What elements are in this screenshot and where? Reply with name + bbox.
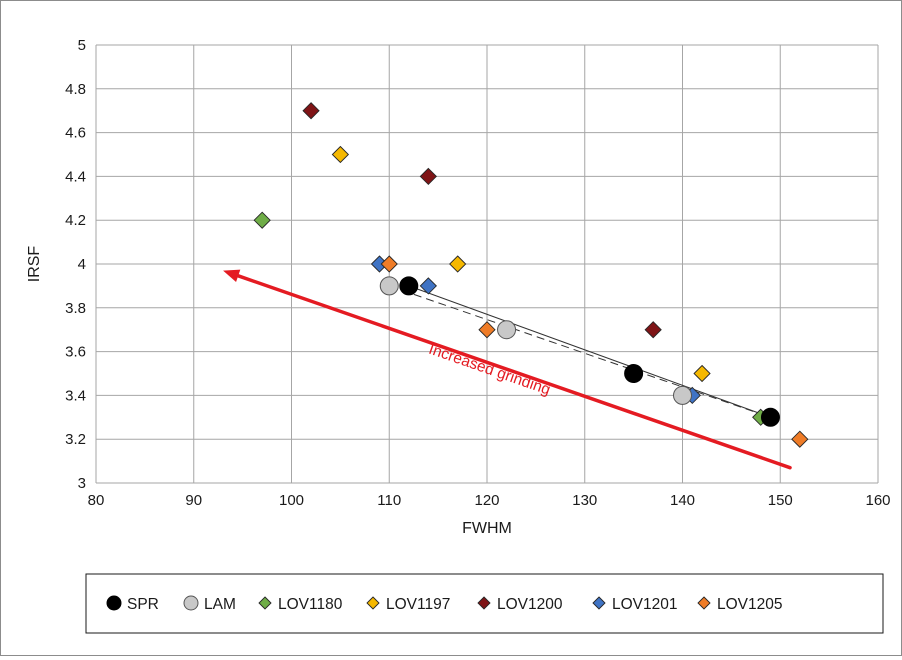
x-axis-title: FWHM	[462, 520, 512, 537]
legend-label: LOV1205	[717, 596, 783, 613]
tick-labels: 80 90 100 110 120 130 140 150 160 3 3.2 3.4 3.6 3.8 4 4…	[65, 37, 890, 509]
point-lov1197	[331, 145, 350, 164]
legend-marker	[183, 595, 199, 611]
legend-items: SPR LAM LOV1180 LOV1197 LOV1200 LOV1201 LOV120…	[106, 595, 783, 613]
legend-item-lov1180: LOV1180	[258, 596, 343, 613]
legend-item-lov1200: LOV1200	[477, 596, 563, 613]
trend-line-lam	[389, 285, 771, 418]
x-tick-label: 110	[377, 492, 401, 509]
point-lam	[673, 385, 692, 405]
y-tick-label: 4	[78, 256, 86, 273]
point-lov1200	[644, 321, 662, 339]
x-tick-label: 100	[279, 492, 304, 509]
y-axis-title: IRSF	[26, 246, 43, 283]
annotation-label: Increased grinding	[426, 341, 552, 399]
grid	[95, 44, 879, 484]
legend-marker	[258, 596, 272, 610]
annotation-arrow-head	[223, 269, 241, 282]
legend-label: LOV1200	[497, 596, 563, 613]
y-tick-label: 3.8	[65, 300, 86, 317]
legend-marker	[592, 596, 606, 610]
legend-label: LOV1201	[612, 596, 678, 613]
y-tick-label: 3.2	[65, 431, 86, 448]
point-lov1201	[419, 277, 437, 295]
point-lam	[379, 276, 399, 296]
point-spr	[624, 364, 644, 383]
legend-label: LOV1180	[278, 596, 343, 613]
point-spr	[760, 407, 780, 427]
legend-marker	[106, 595, 122, 611]
x-tick-label: 160	[865, 492, 890, 509]
point-lov1180	[253, 211, 271, 229]
legend-item-spr: SPR	[106, 595, 159, 613]
legend-label: LOV1197	[386, 596, 450, 613]
legend: SPR LAM LOV1180 LOV1197 LOV1200 LOV1201 LOV120…	[85, 573, 884, 634]
x-tick-label: 90	[185, 492, 202, 509]
legend-marker	[697, 596, 711, 610]
x-tick-label: 130	[572, 492, 597, 509]
y-tick-label: 3.6	[65, 344, 86, 361]
legend-item-lov1197: LOV1197	[366, 596, 450, 613]
x-tick-label: 80	[88, 492, 105, 509]
point-lov1197	[449, 255, 467, 273]
legend-item-lam: LAM	[183, 595, 236, 613]
y-tick-label: 4.4	[65, 168, 86, 185]
y-tick-label: 3	[78, 475, 86, 492]
trend-line-spr	[408, 285, 771, 418]
legend-marker	[366, 596, 380, 610]
y-tick-label: 4.8	[65, 81, 86, 98]
legend-label: SPR	[127, 596, 159, 613]
point-lam	[497, 320, 517, 340]
legend-label: LAM	[204, 596, 236, 613]
point-lov1200	[302, 102, 320, 120]
y-tick-label: 4.6	[65, 125, 86, 142]
trend-lines	[389, 285, 771, 418]
annotation-arrow-shaft	[236, 274, 792, 470]
point-lov1205	[380, 255, 398, 273]
x-tick-label: 120	[474, 492, 499, 509]
x-tick-label: 140	[670, 492, 695, 509]
point-spr	[399, 276, 419, 296]
y-tick-label: 5	[78, 37, 86, 54]
point-lov1205	[791, 430, 809, 448]
x-tick-label: 150	[768, 492, 793, 509]
point-lov1197	[693, 364, 711, 383]
legend-item-lov1201: LOV1201	[592, 596, 678, 613]
legend-item-lov1205: LOV1205	[697, 596, 783, 613]
legend-marker	[477, 596, 491, 610]
data-points	[253, 102, 809, 448]
point-lov1205	[478, 321, 496, 339]
y-tick-label: 4.2	[65, 212, 86, 229]
point-lov1200	[419, 167, 437, 186]
y-tick-label: 3.4	[65, 387, 86, 404]
